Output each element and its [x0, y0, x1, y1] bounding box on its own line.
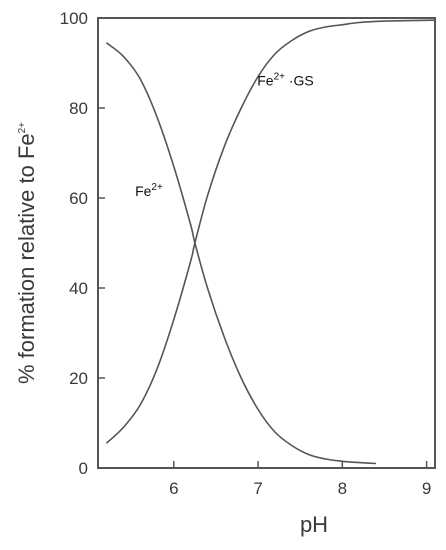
plot-frame — [97, 17, 436, 469]
y-tick-label: 100 — [60, 9, 88, 28]
x-axis: 6 7 8 9 — [169, 461, 431, 498]
y-axis-title: % formation relative to Fe2+ — [14, 122, 39, 384]
y-tick-label: 80 — [69, 99, 88, 118]
curve-labels: Fe2+ Fe2+ ·GS — [135, 72, 314, 199]
x-tick-label: 8 — [338, 479, 347, 498]
curves — [105, 19, 436, 465]
x-axis-title: pH — [300, 512, 328, 537]
x-tick-label: 7 — [253, 479, 262, 498]
y-tick-label: 0 — [79, 459, 88, 478]
curve-1 — [105, 42, 377, 465]
y-tick-label: 40 — [69, 279, 88, 298]
y-tick-label: 60 — [69, 189, 88, 208]
y-axis: 0 20 40 60 80 100 — [60, 9, 105, 478]
x-tick-label: 9 — [422, 479, 431, 498]
curve-label-1: Fe2+ — [135, 182, 163, 199]
curve-2 — [105, 19, 436, 444]
x-tick-label: 6 — [169, 479, 178, 498]
y-tick-label: 20 — [69, 369, 88, 388]
curve-label-2: Fe2+ ·GS — [257, 72, 314, 89]
